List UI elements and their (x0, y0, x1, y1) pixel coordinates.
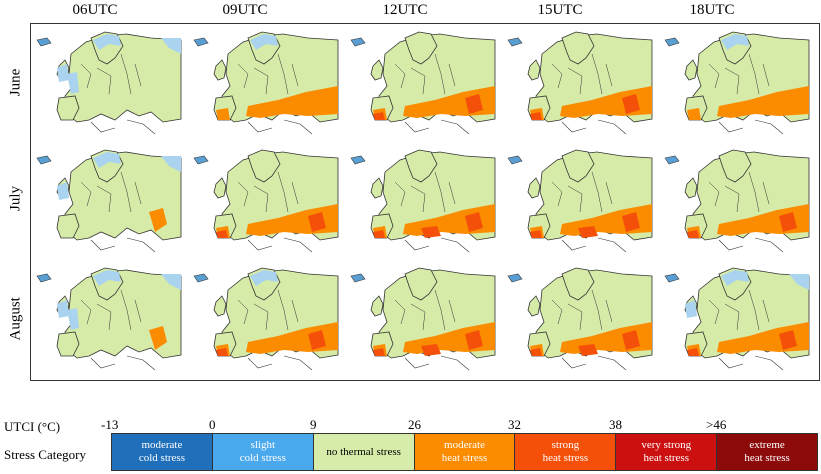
map-grid (30, 23, 820, 381)
map-panel-august-15utc (502, 260, 658, 378)
europe-map-icon (664, 149, 810, 253)
tick-9: 9 (310, 417, 317, 432)
map-panel-june-18utc (659, 24, 815, 142)
map-panel-august-18utc (659, 260, 815, 378)
utci-label: UTCI (°C) (4, 419, 61, 434)
europe-map-icon (350, 31, 496, 135)
stress-category-label: Stress Category (4, 447, 86, 462)
map-panel-june-06utc (31, 24, 187, 142)
europe-map-icon (36, 31, 182, 135)
europe-map-icon (350, 149, 496, 253)
tick-minus13: -13 (101, 417, 119, 432)
legend-category-4: strong heat stress (515, 434, 617, 470)
legend-category-3: moderate heat stress (414, 434, 516, 470)
map-panel-june-12utc (345, 24, 501, 142)
europe-map-icon (350, 267, 496, 371)
row-label-june: June (7, 68, 24, 97)
col-header-18utc: 18UTC (689, 2, 735, 18)
europe-map-icon (36, 149, 182, 253)
col-header-06utc: 06UTC (72, 2, 118, 18)
europe-map-icon (664, 267, 810, 371)
map-panel-july-09utc (188, 142, 344, 260)
map-panel-july-12utc (345, 142, 501, 260)
tick-38: 38 (609, 417, 622, 432)
europe-map-icon (664, 31, 810, 135)
legend-category-2: no thermal stress (313, 434, 415, 470)
europe-map-icon (507, 149, 653, 253)
tick-0: 0 (209, 417, 216, 432)
map-panel-august-06utc (31, 260, 187, 378)
europe-map-icon (193, 267, 339, 371)
map-panel-july-15utc (502, 142, 658, 260)
tick-26: 26 (408, 417, 421, 432)
europe-map-icon (507, 267, 653, 371)
map-panel-june-09utc (188, 24, 344, 142)
map-panel-july-18utc (659, 142, 815, 260)
map-panel-july-06utc (31, 142, 187, 260)
tick-32: 32 (508, 417, 521, 432)
legend-category-0: moderate cold stress (112, 434, 213, 470)
col-header-09utc: 09UTC (222, 2, 268, 18)
map-panel-june-15utc (502, 24, 658, 142)
europe-map-icon (193, 31, 339, 135)
map-panel-august-12utc (345, 260, 501, 378)
legend-bar: moderate cold stress slight cold stress no t… (111, 433, 818, 471)
europe-map-icon (507, 31, 653, 135)
row-label-august: August (7, 297, 24, 341)
legend-category-1: slight cold stress (212, 434, 314, 470)
legend-category-6: extreme heat stress (717, 434, 818, 470)
col-header-12utc: 12UTC (382, 2, 428, 18)
legend-category-5: very strong heat stress (616, 434, 718, 470)
map-panel-august-09utc (188, 260, 344, 378)
europe-map-icon (193, 149, 339, 253)
row-label-july: July (7, 186, 24, 212)
tick-46: >46 (706, 417, 727, 432)
col-header-15utc: 15UTC (537, 2, 583, 18)
europe-map-icon (36, 267, 182, 371)
